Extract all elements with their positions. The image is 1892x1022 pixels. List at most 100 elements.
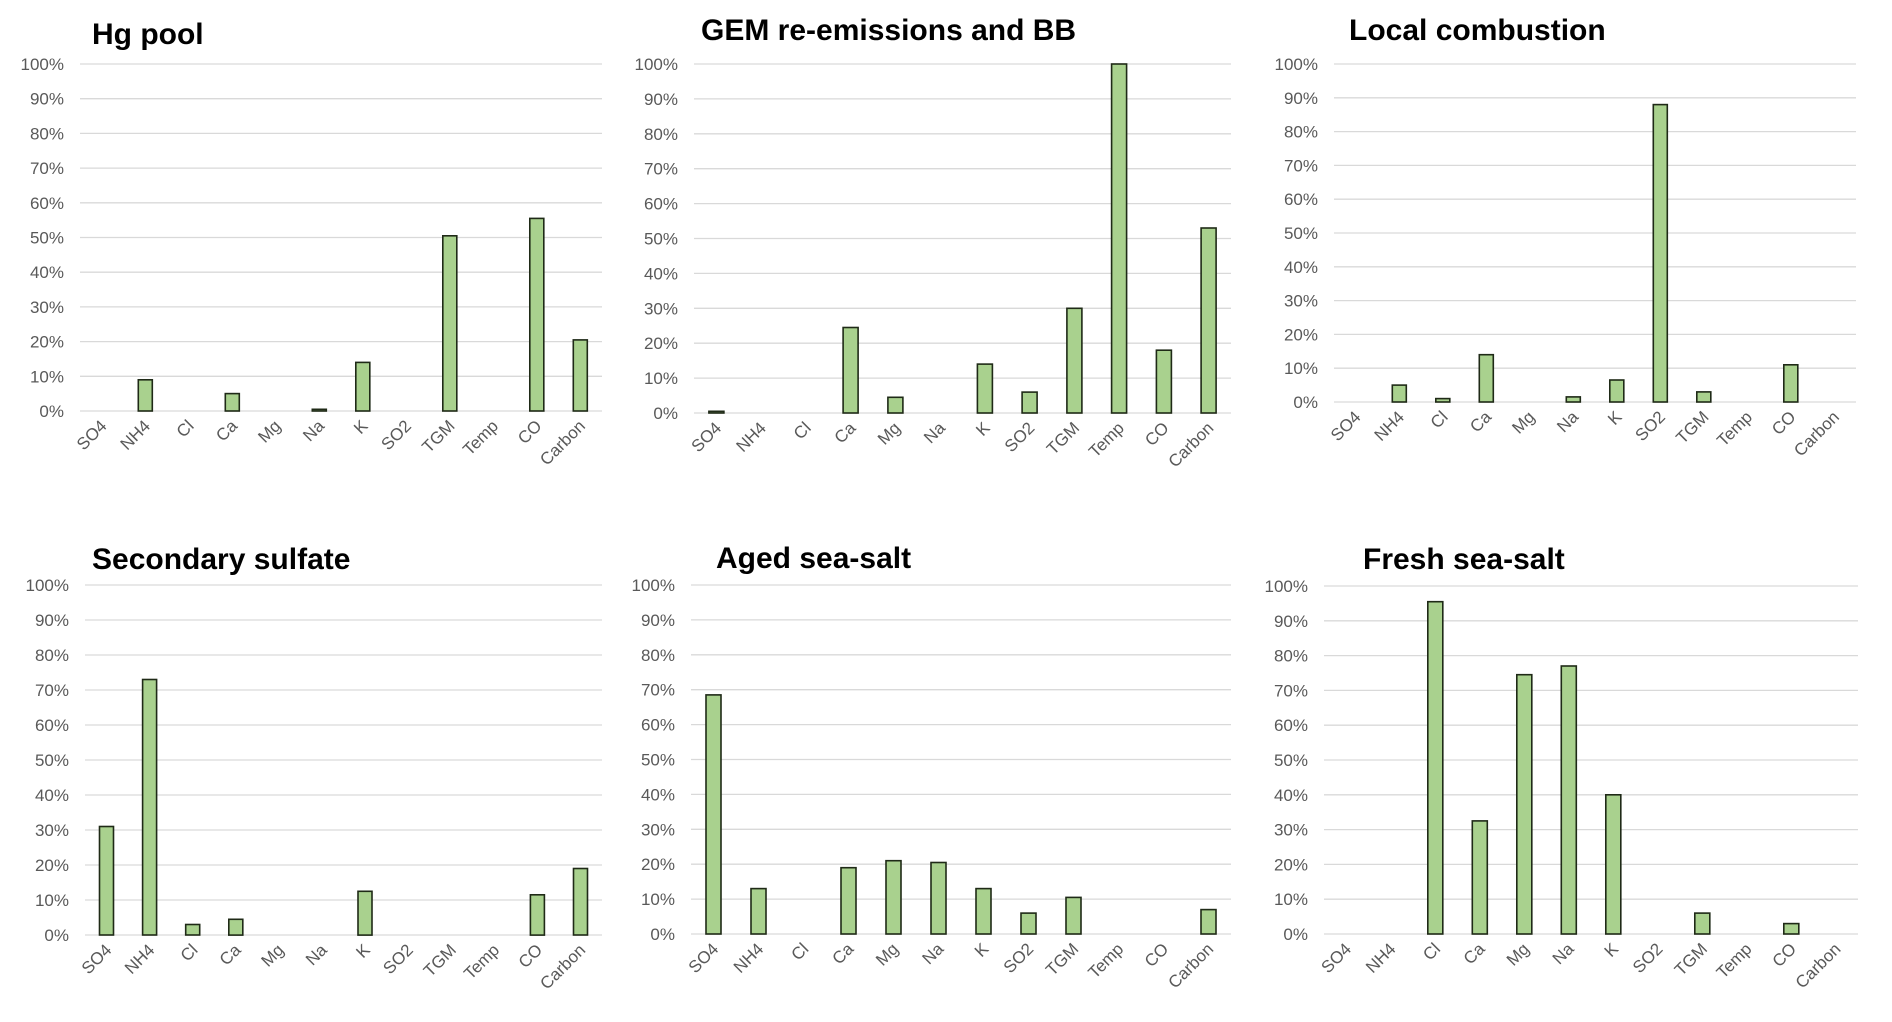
x-tick-label: Mg <box>1508 407 1538 437</box>
bar <box>1435 397 1451 403</box>
x-tick-label: K <box>971 939 993 961</box>
y-tick-label: 80% <box>641 646 675 665</box>
y-tick-label: 50% <box>1284 224 1318 243</box>
y-tick-label: 0% <box>650 925 675 944</box>
x-tick-label: Carbon <box>1164 939 1217 992</box>
x-tick-label: Mg <box>1503 939 1533 969</box>
y-tick-label: 90% <box>1274 612 1308 631</box>
y-tick-label: 50% <box>30 229 64 248</box>
x-tick-label: Cl <box>788 939 813 964</box>
y-tick-label: 70% <box>1274 681 1308 700</box>
x-tick-label: SO4 <box>688 418 725 455</box>
y-tick-label: 60% <box>35 716 69 735</box>
x-tick-label: TGM <box>1042 939 1082 979</box>
chart-plot-gem-re-emissions: 0% 10% 20% 30% 40% 50% 60% 70% 80% 90% 100% SO4 NH4 C… <box>635 55 1231 471</box>
y-tick-label: 30% <box>1274 821 1308 840</box>
y-tick-label: 40% <box>35 786 69 805</box>
x-tick-label: Ca <box>829 939 858 968</box>
bar <box>1065 896 1082 935</box>
y-tick-label: 60% <box>641 716 675 735</box>
chart-plot-secondary-sulfate: 0% 10% 20% 30% 40% 50% 60% 70% 80% 90% 100% SO4 NH4 C… <box>26 576 602 993</box>
y-tick-label: 10% <box>641 890 675 909</box>
y-tick-label: 0% <box>653 404 678 423</box>
x-tick-label: NH4 <box>1371 407 1408 444</box>
bar <box>1200 908 1217 935</box>
y-tick-label: 70% <box>30 159 64 178</box>
x-tick-label: NH4 <box>730 939 767 976</box>
bar <box>1427 600 1444 935</box>
bar <box>1478 353 1495 403</box>
x-tick-label: Ca <box>1466 407 1495 436</box>
y-tick-label: 20% <box>644 334 678 353</box>
y-tick-label: 10% <box>35 891 69 910</box>
x-tick-label: CO <box>1769 939 1800 970</box>
x-tick-label: NH4 <box>117 416 154 453</box>
y-tick-label: 10% <box>644 369 678 388</box>
y-tick-label: 50% <box>644 230 678 249</box>
x-tick-label: Mg <box>254 416 284 446</box>
chart-title: Hg pool <box>92 18 204 51</box>
chart-title: Secondary sulfate <box>92 543 351 576</box>
y-tick-label: 70% <box>641 681 675 700</box>
x-tick-label: Temp <box>1713 939 1756 982</box>
bar <box>1604 793 1622 935</box>
bar <box>930 861 947 935</box>
x-tick-label: CO <box>514 416 545 447</box>
y-tick-label: 30% <box>35 821 69 840</box>
x-tick-label: NH4 <box>732 418 769 455</box>
y-tick-label: 100% <box>1265 577 1308 596</box>
x-tick-label: Mg <box>872 939 902 969</box>
x-tick-label: Cl <box>1427 407 1452 432</box>
x-tick-label: Na <box>920 418 949 447</box>
x-tick-label: SO4 <box>1327 407 1364 444</box>
x-tick-label: Ca <box>216 940 245 969</box>
y-tick-label: 10% <box>1284 359 1318 378</box>
x-tick-label: K <box>1604 407 1626 429</box>
bar <box>1652 103 1669 403</box>
bar <box>1021 391 1038 414</box>
bar <box>976 363 994 414</box>
chart-title: Fresh sea-salt <box>1363 543 1565 576</box>
bar <box>1608 379 1625 403</box>
y-tick-label: 40% <box>641 785 675 804</box>
bar <box>1110 63 1128 414</box>
x-tick-label: CO <box>1141 418 1172 449</box>
bar <box>885 859 902 935</box>
bar <box>708 410 725 414</box>
bar <box>357 890 373 936</box>
y-tick-label: 90% <box>641 611 675 630</box>
bar <box>572 867 589 936</box>
bar <box>1391 384 1408 403</box>
y-tick-label: 10% <box>1274 890 1308 909</box>
bar <box>1155 349 1173 414</box>
bar <box>441 235 458 412</box>
bar <box>1066 307 1083 414</box>
x-tick-label: CO <box>1768 407 1799 438</box>
chart-plot-fresh-sea-salt: 0% 10% 20% 30% 40% 50% 60% 70% 80% 90% 100% SO4 NH4 C… <box>1265 577 1858 992</box>
y-tick-label: 100% <box>21 55 64 74</box>
bar <box>750 887 767 935</box>
bar <box>1565 396 1582 403</box>
x-tick-label: K <box>972 418 994 440</box>
x-tick-label: SO2 <box>1629 939 1666 976</box>
x-tick-label: Na <box>1549 939 1578 968</box>
x-tick-label: Cl <box>173 416 198 441</box>
chart-panel-aged-sea-salt: 0% 10% 20% 30% 40% 50% 60% 70% 80% 90% 100% SO4 NH4 C… <box>631 511 1262 1022</box>
x-tick-label: Temp <box>459 416 502 459</box>
x-tick-label: Ca <box>831 418 860 447</box>
bar <box>528 217 545 412</box>
y-tick-label: 80% <box>1274 647 1308 666</box>
bar <box>1020 912 1037 935</box>
x-tick-label: SO2 <box>1000 939 1037 976</box>
x-tick-label: CO <box>515 940 546 971</box>
y-tick-label: 50% <box>35 751 69 770</box>
x-tick-label: Carbon <box>1165 418 1218 471</box>
y-tick-label: 40% <box>30 263 64 282</box>
y-tick-label: 90% <box>644 90 678 109</box>
bar <box>1471 820 1489 935</box>
x-tick-label: Carbon <box>1790 407 1843 460</box>
x-tick-label: SO2 <box>1632 407 1669 444</box>
x-tick-label: Cl <box>1419 939 1444 964</box>
bar <box>137 378 154 412</box>
y-tick-label: 20% <box>30 333 64 352</box>
